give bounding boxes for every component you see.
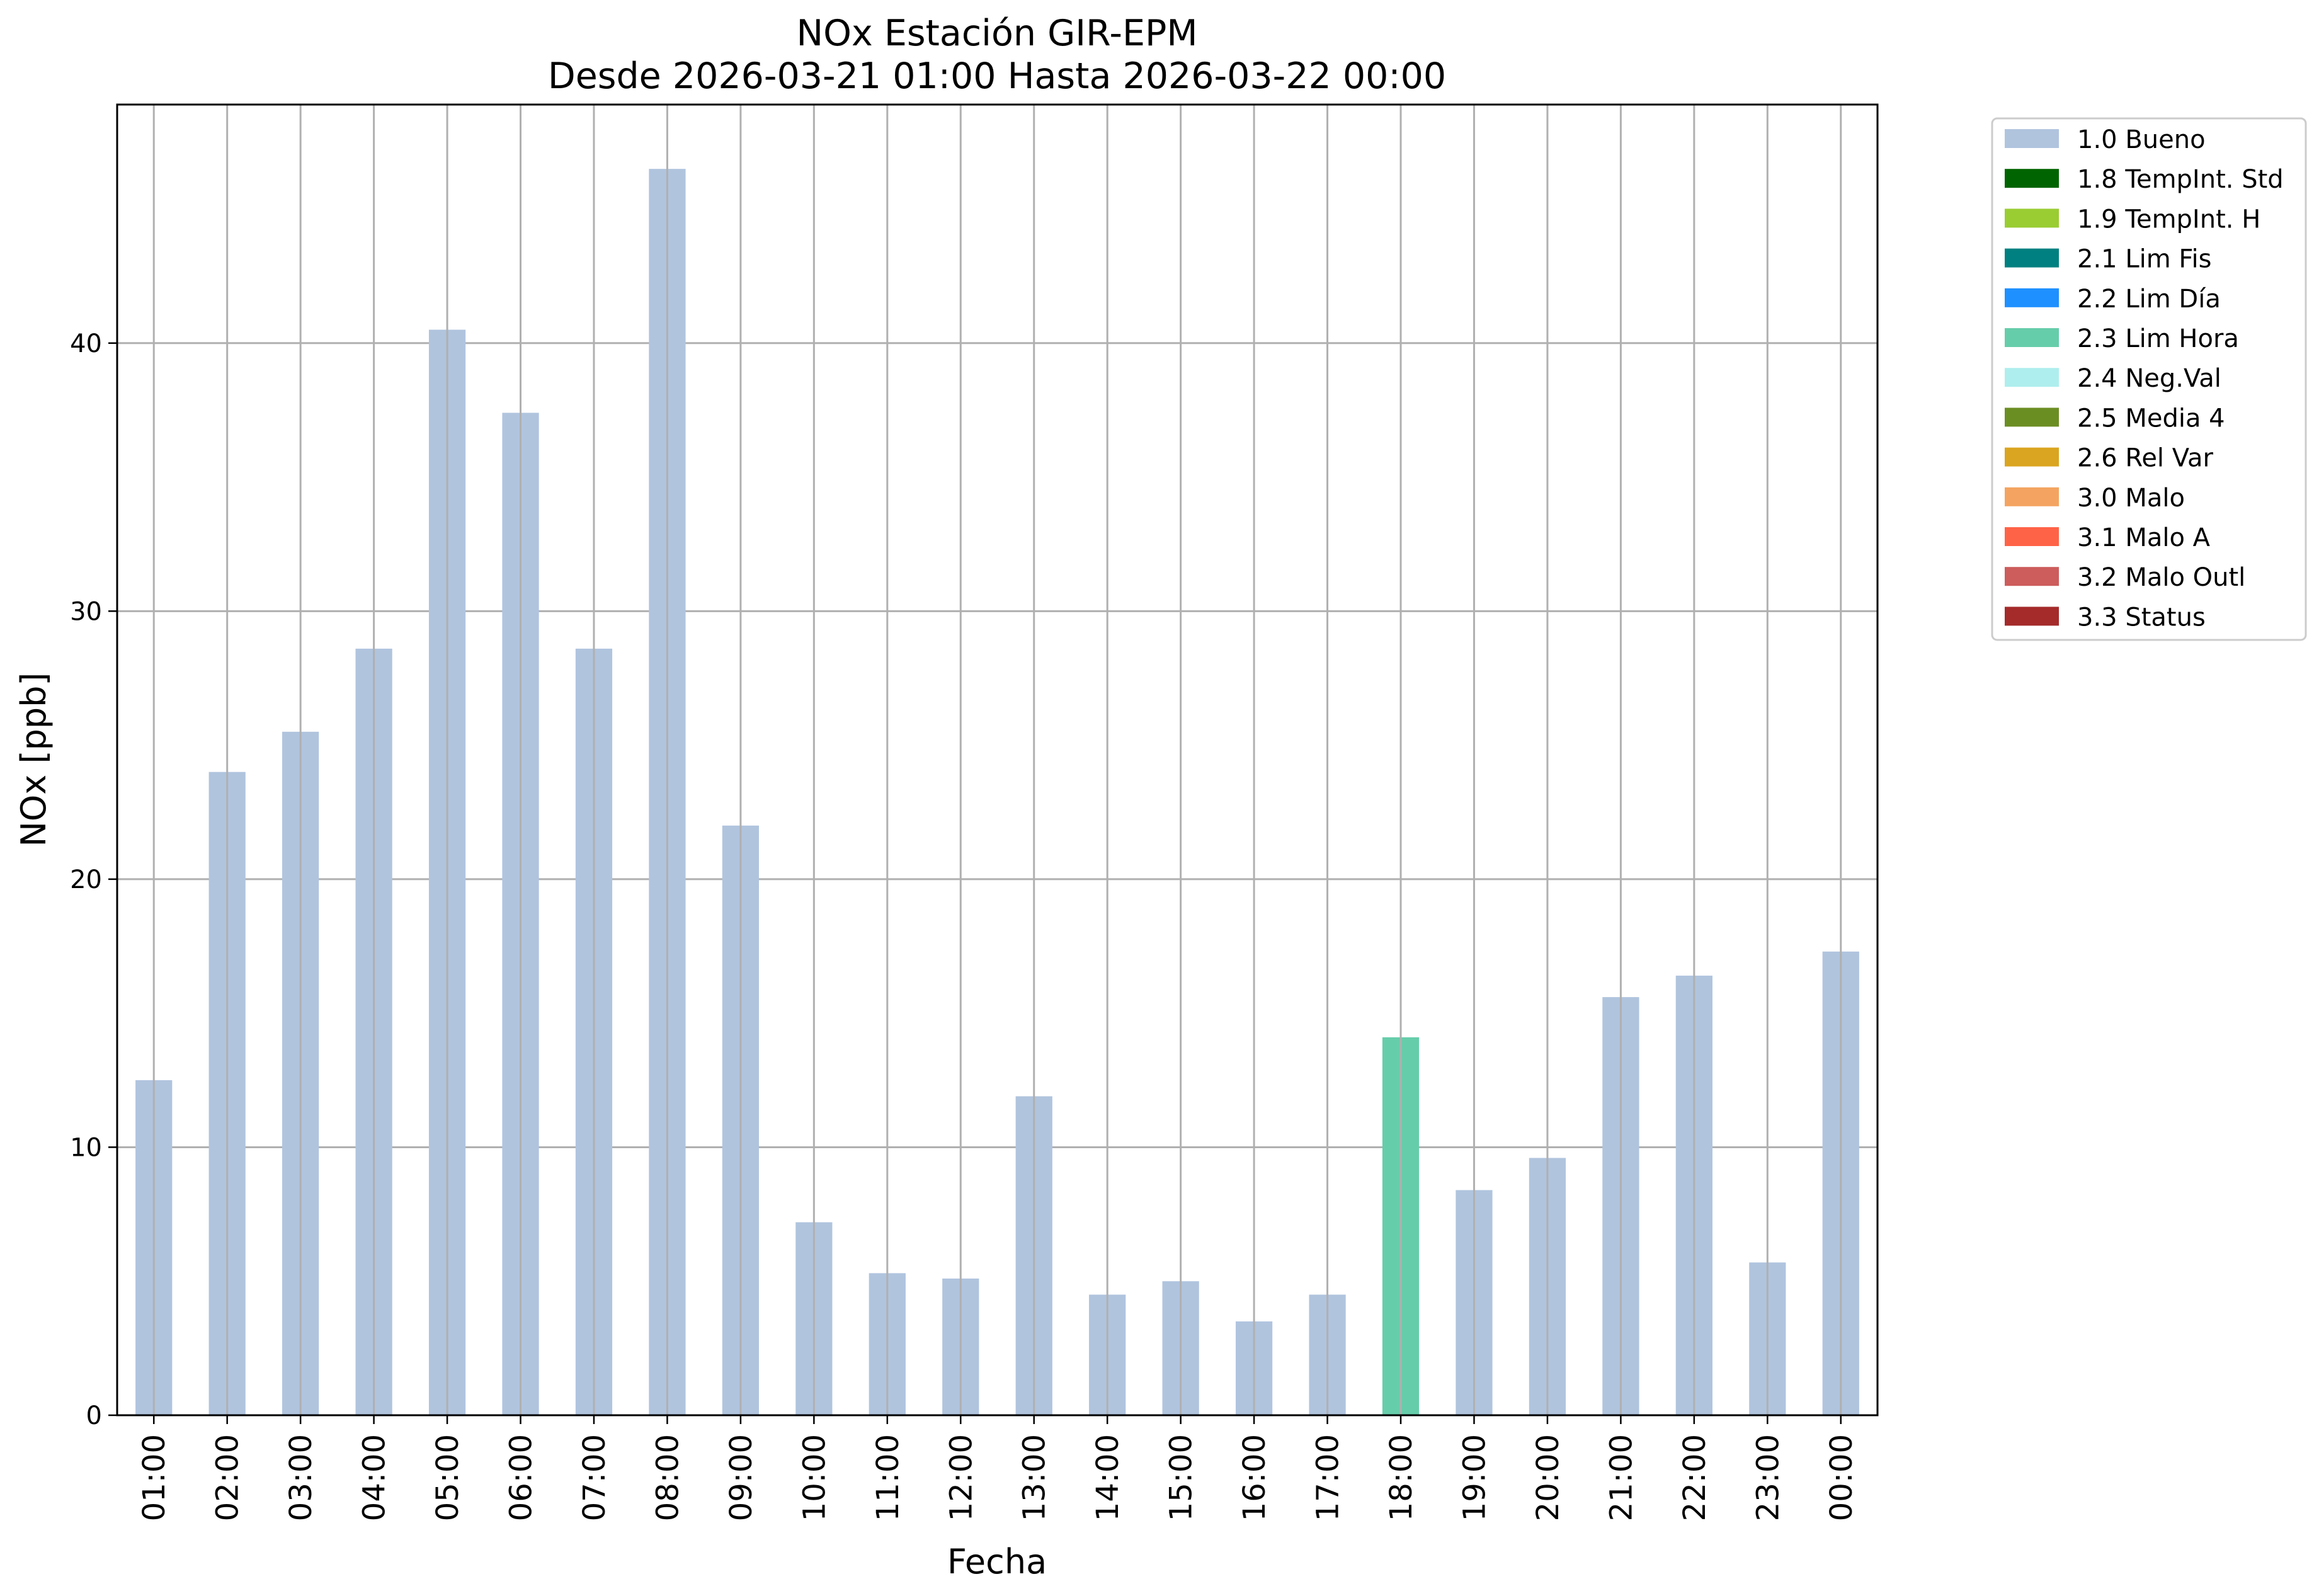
legend-swatch xyxy=(2005,169,2059,188)
legend-swatch xyxy=(2005,368,2059,387)
x-tick-label: 16:00 xyxy=(1237,1434,1272,1521)
x-tick-label: 11:00 xyxy=(870,1434,906,1521)
legend-swatch xyxy=(2005,487,2059,506)
x-tick-label: 08:00 xyxy=(650,1434,685,1521)
legend-swatch xyxy=(2005,248,2059,268)
grid xyxy=(117,342,1877,1148)
x-tick-label: 10:00 xyxy=(797,1434,832,1521)
y-tick-label: 0 xyxy=(86,1401,102,1430)
legend-entry-label: 1.9 TempInt. H xyxy=(2077,205,2260,234)
legend-entry-label: 1.8 TempInt. Std xyxy=(2077,165,2284,194)
x-tick-label: 21:00 xyxy=(1604,1434,1639,1521)
y-tick-label: 10 xyxy=(70,1133,102,1162)
legend-frame xyxy=(1991,117,2307,641)
x-tick-label: 19:00 xyxy=(1457,1434,1492,1521)
x-tick-label: 09:00 xyxy=(724,1434,759,1521)
legend-swatch xyxy=(2005,527,2059,546)
x-tick-label: 17:00 xyxy=(1311,1434,1346,1521)
y-tick-label: 20 xyxy=(70,865,102,894)
x-tick-label: 05:00 xyxy=(430,1434,465,1521)
legend-swatch xyxy=(2005,447,2059,467)
x-tick-label: 23:00 xyxy=(1750,1434,1786,1521)
x-axis-label: Fecha xyxy=(947,1542,1047,1582)
legend-entry-label: 2.6 Rel Var xyxy=(2077,444,2214,473)
legend-swatch xyxy=(2005,607,2059,626)
y-tick-label: 40 xyxy=(70,329,102,358)
legend-swatch xyxy=(2005,567,2059,586)
x-tick-label: 18:00 xyxy=(1384,1434,1419,1521)
legend-swatch xyxy=(2005,129,2059,148)
legend: 1.0 Bueno 1.8 TempInt. Std 1.9 TempInt. H 2… xyxy=(1991,117,2307,641)
x-tick-label: 12:00 xyxy=(943,1434,979,1521)
legend-entry-label: 3.1 Malo A xyxy=(2077,523,2211,552)
legend-entry-label: 2.4 Neg.Val xyxy=(2077,364,2221,393)
legend-entry-label: 3.2 Malo Outl xyxy=(2077,563,2245,592)
x-tick-label: 13:00 xyxy=(1017,1434,1052,1521)
x-tick-label: 22:00 xyxy=(1677,1434,1712,1521)
bars xyxy=(135,169,1859,1415)
legend-entry-label: 2.2 Lim Día xyxy=(2077,285,2221,314)
chart-subtitle: Desde 2026-03-21 01:00 Hasta 2026-03-22 … xyxy=(548,55,1446,97)
x-tick-label: 15:00 xyxy=(1164,1434,1199,1521)
x-axis-ticks: 01:00 02:00 03:00 04:00 05:00 06:00 07:00 08:00… xyxy=(137,1415,1859,1521)
x-tick-label: 14:00 xyxy=(1090,1434,1125,1521)
legend-entry-label: 3.0 Malo xyxy=(2077,484,2185,513)
legend-entry-label: 2.5 Media 4 xyxy=(2077,404,2225,433)
x-tick-label: 01:00 xyxy=(137,1434,172,1521)
x-tick-label: 03:00 xyxy=(283,1434,319,1521)
x-tick-label: 02:00 xyxy=(210,1434,246,1521)
legend-swatch xyxy=(2005,408,2059,427)
x-tick-label: 04:00 xyxy=(357,1434,392,1521)
chart-title: NOx Estación GIR-EPM xyxy=(796,13,1197,54)
x-tick-label: 20:00 xyxy=(1530,1434,1566,1521)
y-axis-label: NOx [ppb] xyxy=(14,673,54,847)
legend-swatch xyxy=(2005,208,2059,228)
x-tick-label: 07:00 xyxy=(577,1434,612,1521)
y-tick-label: 30 xyxy=(70,597,102,626)
legend-swatch xyxy=(2005,288,2059,307)
y-axis-ticks: 0 10 20 30 40 xyxy=(70,329,117,1430)
plot-frame xyxy=(116,103,1879,1416)
legend-entry-label: 2.3 Lim Hora xyxy=(2077,324,2239,353)
vertical-grid xyxy=(152,105,1842,1415)
x-tick-label: 00:00 xyxy=(1824,1434,1859,1521)
legend-swatch xyxy=(2005,328,2059,347)
legend-entry-label: 1.0 Bueno xyxy=(2077,125,2206,154)
legend-entry-label: 3.3 Status xyxy=(2077,603,2206,632)
legend-entry-label: 2.1 Lim Fis xyxy=(2077,245,2211,274)
x-tick-label: 06:00 xyxy=(504,1434,539,1521)
